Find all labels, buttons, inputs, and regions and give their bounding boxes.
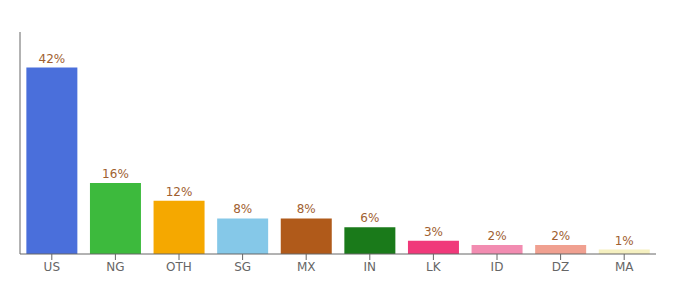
svg-text:MX: MX — [297, 260, 316, 274]
svg-text:1%: 1% — [615, 234, 634, 248]
svg-text:SG: SG — [234, 260, 251, 274]
svg-text:8%: 8% — [233, 202, 252, 216]
svg-text:US: US — [44, 260, 60, 274]
svg-text:DZ: DZ — [552, 260, 569, 274]
svg-text:16%: 16% — [102, 167, 129, 181]
svg-text:LK: LK — [426, 260, 442, 274]
svg-text:2%: 2% — [551, 229, 570, 243]
svg-text:2%: 2% — [488, 229, 507, 243]
svg-text:8%: 8% — [297, 202, 316, 216]
svg-text:NG: NG — [106, 260, 124, 274]
svg-text:MA: MA — [615, 260, 634, 274]
svg-text:12%: 12% — [166, 185, 193, 199]
svg-text:3%: 3% — [424, 225, 443, 239]
svg-text:OTH: OTH — [166, 260, 192, 274]
svg-text:ID: ID — [491, 260, 504, 274]
svg-text:6%: 6% — [360, 211, 379, 225]
svg-text:IN: IN — [364, 260, 377, 274]
svg-text:42%: 42% — [39, 52, 66, 66]
